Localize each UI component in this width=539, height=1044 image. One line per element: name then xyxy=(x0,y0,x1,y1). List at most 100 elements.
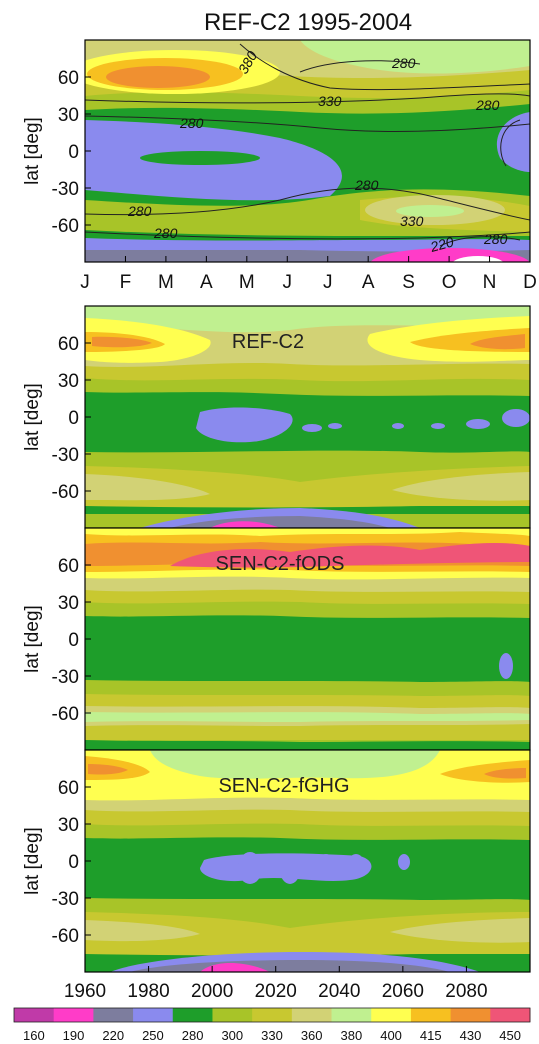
band-nh-lightgreen xyxy=(150,750,440,779)
spot-tropics-blue xyxy=(348,854,364,874)
fods-panel: SEN-C2-fODS 60 30 0 -30 -60 lat [deg] xyxy=(22,527,531,751)
fghg-title: SEN-C2-fGHG xyxy=(218,775,349,797)
band-sh-lightgreen xyxy=(85,712,530,722)
month-tick-label: J xyxy=(80,272,90,293)
spot-tropics-blue xyxy=(398,854,410,870)
fods-ylabel: lat [deg] xyxy=(22,605,43,673)
lat-tick-label: 60 xyxy=(58,334,79,355)
band-polar-magenta xyxy=(200,962,270,972)
colorbar-swatches xyxy=(13,1007,531,1023)
lat-tick-label: 0 xyxy=(68,630,79,651)
spot-tropics-blue xyxy=(317,854,335,878)
band-nh-orange-east xyxy=(484,768,526,779)
colorbar-frame xyxy=(13,1007,531,1023)
month-tick-label: D xyxy=(523,272,537,293)
lat-tick-label: 30 xyxy=(58,105,79,126)
colorbar-label: 360 xyxy=(301,1028,323,1043)
colorbar-label: 330 xyxy=(261,1028,283,1043)
lat-tick-label: -60 xyxy=(52,704,79,725)
month-tick-label: A xyxy=(200,272,213,293)
lat-tick-label: 0 xyxy=(68,408,79,429)
band-sh-lightolive-east xyxy=(390,918,530,943)
spot-tropics-blue xyxy=(302,424,322,432)
contour-label: 280 xyxy=(127,203,152,219)
ref-c2-ylabel: lat [deg] xyxy=(22,383,43,451)
fods-title: SEN-C2-fODS xyxy=(216,553,345,575)
colorbar-label: 415 xyxy=(420,1028,442,1043)
colorbar-swatch xyxy=(14,1008,55,1022)
colorbar-label: 190 xyxy=(63,1028,85,1043)
colorbar-swatch xyxy=(291,1008,333,1022)
spot-tropics-blue xyxy=(328,423,342,429)
colorbar-label: 280 xyxy=(182,1028,204,1043)
spot-tropics-blue xyxy=(238,852,262,884)
colorbar-swatch xyxy=(133,1008,174,1022)
band-nh-lightgreen xyxy=(85,306,530,333)
fods-field xyxy=(85,528,530,750)
month-tick-label: O xyxy=(442,272,457,293)
fghg-panel: SEN-C2-fGHG 60 30 0 -30 -60 1960 1980 2000 2020… xyxy=(22,749,531,1002)
year-tick-label: 2020 xyxy=(255,981,297,1002)
contour-label: 330 xyxy=(318,93,342,109)
year-tick-label: 1960 xyxy=(64,981,106,1002)
spot-tropics-blue xyxy=(466,419,490,429)
fghg-ylabel: lat [deg] xyxy=(22,827,43,895)
fods-yticks: 60 30 0 -30 -60 xyxy=(52,556,91,725)
region-nh-lightgreen xyxy=(300,40,530,74)
band-nh-orange-west xyxy=(88,764,128,775)
colorbar-swatch xyxy=(410,1008,452,1022)
band-sh-khaki xyxy=(85,912,530,960)
colorbar-swatch xyxy=(490,1008,531,1022)
region-sh-lightgreen xyxy=(396,205,464,217)
colorbar-label: 400 xyxy=(380,1028,402,1043)
lat-tick-label: 0 xyxy=(68,852,79,873)
fghg-yticks: 60 30 0 -30 -60 xyxy=(52,778,91,947)
colorbar-label: 430 xyxy=(460,1028,482,1043)
climatology-ylabel: lat [deg] xyxy=(22,117,43,185)
band-sh-lightolive-east xyxy=(392,472,530,501)
colorbar-label: 250 xyxy=(142,1028,164,1043)
spot-tropics-blue xyxy=(392,423,404,429)
lat-tick-label: -30 xyxy=(52,889,79,910)
spot-tropics-blue xyxy=(431,423,445,429)
region-tropics-blue-east xyxy=(496,112,530,172)
region-polar-white xyxy=(452,256,504,262)
band-nh-pink xyxy=(170,543,530,568)
climatology-panel: 380 280 330 280 280 280 280 280 330 220 … xyxy=(22,39,537,293)
lat-tick-label: -60 xyxy=(52,482,79,503)
month-tick-label: A xyxy=(362,272,375,293)
colorbar-swatch xyxy=(450,1008,491,1022)
band-sh-green xyxy=(85,740,530,750)
spot-tropics-blue xyxy=(499,653,513,679)
month-tick-label: F xyxy=(120,272,132,293)
colorbar: 160 190 220 250 280 300 330 360 380 400 415 430 450 xyxy=(13,1007,531,1043)
band-sh-khaki xyxy=(85,466,530,510)
month-tick-label: J xyxy=(323,272,333,293)
lat-tick-label: 30 xyxy=(58,815,79,836)
lat-tick-label: -30 xyxy=(52,667,79,688)
month-tick-label: S xyxy=(402,272,415,293)
lat-tick-label: 60 xyxy=(58,778,79,799)
contour-label: 330 xyxy=(400,213,424,229)
month-tick-label: N xyxy=(483,272,497,293)
spot-tropics-blue xyxy=(502,409,530,427)
colorbar-label: 220 xyxy=(102,1028,124,1043)
colorbar-swatch xyxy=(172,1008,213,1022)
fghg-xticks: 1960 1980 2000 2020 2040 2060 2080 xyxy=(64,966,488,1002)
colorbar-swatch xyxy=(212,1008,253,1022)
band-sh-lightolive-west xyxy=(85,920,200,942)
colorbar-label: 450 xyxy=(499,1028,521,1043)
colorbar-label: 160 xyxy=(23,1028,45,1043)
spot-tropics-blue xyxy=(280,856,300,884)
band-nh-orange-west xyxy=(92,336,152,348)
lat-tick-label: 30 xyxy=(58,371,79,392)
band-polar-magenta xyxy=(210,521,280,528)
climatology-field: 380 280 330 280 280 280 280 280 330 220 … xyxy=(85,40,530,262)
contour-lines xyxy=(85,43,530,247)
month-tick-label: M xyxy=(158,272,174,293)
colorbar-label: 380 xyxy=(341,1028,363,1043)
contour-label: 280 xyxy=(483,231,508,247)
lat-tick-label: -60 xyxy=(52,926,79,947)
